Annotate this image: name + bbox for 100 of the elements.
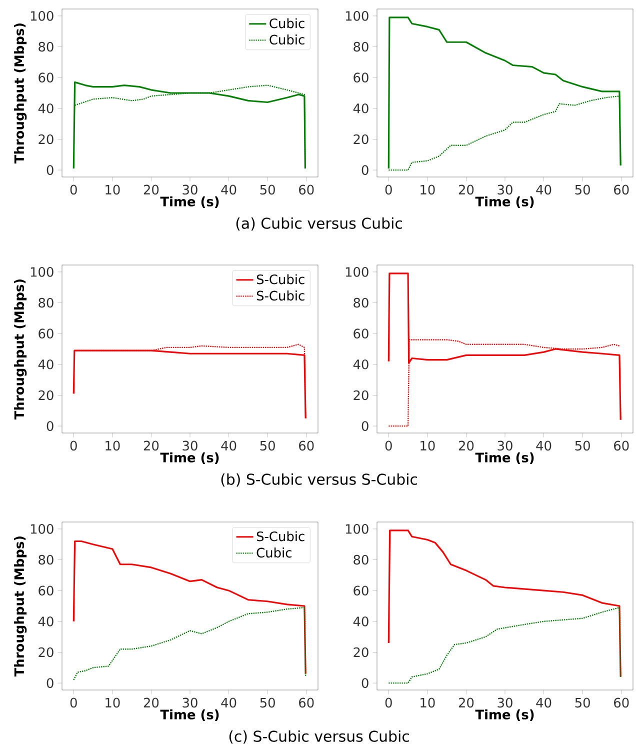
x-tick-label: 10: [420, 184, 435, 195]
x-tick-label: 30: [498, 440, 512, 451]
x-tick-label: 50: [575, 184, 590, 195]
x-tick-label: 30: [498, 184, 512, 195]
y-axis-title: Throughput (Mbps): [14, 279, 27, 420]
text: (c) S-Cubic versus Cubic: [229, 730, 409, 744]
x-tick-label: 20: [458, 698, 474, 708]
x-tick-label: 50: [575, 698, 590, 708]
x-tick-label: 10: [420, 698, 435, 708]
y-tick-label: 0: [362, 421, 368, 431]
y-tick-label: 40: [38, 360, 54, 370]
x-tick-label: 20: [458, 184, 474, 195]
legend-label: Cubic: [270, 18, 304, 28]
y-tick-label: 20: [354, 134, 368, 144]
y-tick-label: 100: [30, 524, 54, 534]
y-tick-label: 60: [354, 586, 368, 596]
x-tick-label: 40: [536, 184, 552, 195]
y-tick-label: 40: [353, 104, 368, 114]
y-tick-label: 20: [354, 390, 368, 400]
x-axis-title: Time (s): [160, 709, 219, 721]
x-tick-label: 0: [385, 440, 392, 451]
x-tick-label: 0: [385, 184, 392, 195]
y-tick-label: 60: [354, 328, 368, 338]
text: (a) Cubic versus Cubic: [236, 217, 402, 231]
legend-label: S-Cubic: [256, 290, 304, 301]
x-tick-label: 10: [106, 184, 120, 195]
line-series: [73, 606, 306, 681]
y-tick-label: 80: [38, 554, 54, 565]
y-tick-label: 40: [38, 104, 54, 114]
x-tick-label: 60: [614, 184, 629, 195]
x-tick-label: 0: [385, 698, 392, 708]
y-tick-label: 0: [46, 678, 54, 688]
x-tick-label: 40: [221, 440, 236, 451]
x-tick-label: 30: [182, 184, 198, 195]
y-tick-label: 80: [38, 42, 54, 52]
y-tick-label: 80: [38, 298, 54, 308]
x-axis-title: Time (s): [475, 452, 534, 464]
y-tick-label: 100: [346, 267, 368, 277]
y-tick-label: 100: [30, 11, 54, 21]
x-tick-label: 40: [536, 698, 552, 708]
x-tick-label: 0: [70, 184, 77, 195]
y-tick-label: 100: [30, 267, 54, 277]
x-tick-label: 20: [458, 440, 474, 451]
y-tick-label: 0: [46, 421, 54, 431]
y-tick-label: 60: [38, 328, 54, 338]
x-tick-label: 0: [70, 440, 77, 451]
line-series: [388, 606, 622, 684]
y-axis-title: Throughput (Mbps): [14, 23, 27, 164]
y-tick-label: 20: [38, 647, 54, 658]
y-tick-label: 0: [362, 165, 368, 175]
y-tick-label: 20: [354, 647, 368, 658]
y-tick-label: 0: [362, 678, 368, 688]
x-tick-label: 50: [260, 440, 275, 451]
x-axis-title: Time (s): [160, 196, 219, 208]
y-tick-label: 80: [354, 42, 368, 52]
x-tick-label: 40: [221, 698, 236, 708]
y-tick-label: 40: [38, 616, 54, 626]
x-tick-label: 30: [182, 698, 198, 708]
x-tick-label: 20: [144, 440, 159, 451]
x-tick-label: 0: [70, 698, 77, 708]
y-tick-label: 60: [38, 72, 54, 82]
y-tick-label: 40: [353, 616, 368, 626]
x-axis-title: Time (s): [160, 452, 219, 464]
x-tick-label: 30: [498, 698, 512, 708]
x-tick-label: 50: [260, 184, 275, 195]
x-tick-label: 50: [575, 440, 590, 451]
y-tick-label: 80: [354, 554, 368, 565]
x-tick-label: 60: [299, 440, 314, 451]
x-tick-label: 60: [614, 440, 629, 451]
y-tick-label: 60: [354, 72, 368, 82]
y-tick-label: 100: [346, 11, 368, 21]
x-tick-label: 20: [144, 698, 159, 708]
x-tick-label: 60: [614, 698, 629, 708]
y-tick-label: 80: [354, 298, 368, 308]
x-tick-label: 40: [536, 440, 552, 451]
line-series: [388, 530, 622, 678]
y-tick-label: 40: [353, 360, 368, 370]
x-tick-label: 20: [144, 184, 159, 195]
y-tick-label: 0: [46, 165, 54, 175]
text: (b) S-Cubic versus S-Cubic: [221, 473, 418, 487]
legend-label: S-Cubic: [256, 531, 304, 542]
x-tick-label: 60: [299, 698, 314, 708]
x-tick-label: 60: [299, 184, 314, 195]
x-axis-title: Time (s): [475, 709, 534, 721]
line-series: [72, 540, 306, 675]
y-axis-title: Throughput (Mbps): [14, 536, 27, 677]
legend-label: Cubic: [270, 34, 304, 45]
y-tick-label: 20: [38, 390, 54, 400]
x-tick-label: 40: [221, 184, 236, 195]
y-tick-label: 20: [38, 134, 54, 144]
x-tick-label: 10: [106, 440, 120, 451]
x-tick-label: 50: [260, 698, 275, 708]
x-axis-title: Time (s): [475, 196, 534, 208]
y-tick-label: 100: [346, 524, 368, 534]
x-tick-label: 10: [420, 440, 435, 451]
x-tick-label: 30: [182, 440, 198, 451]
legend-label: S-Cubic: [256, 274, 304, 284]
x-tick-label: 10: [106, 698, 120, 708]
legend-label: Cubic: [256, 548, 292, 558]
y-tick-label: 60: [38, 586, 54, 596]
